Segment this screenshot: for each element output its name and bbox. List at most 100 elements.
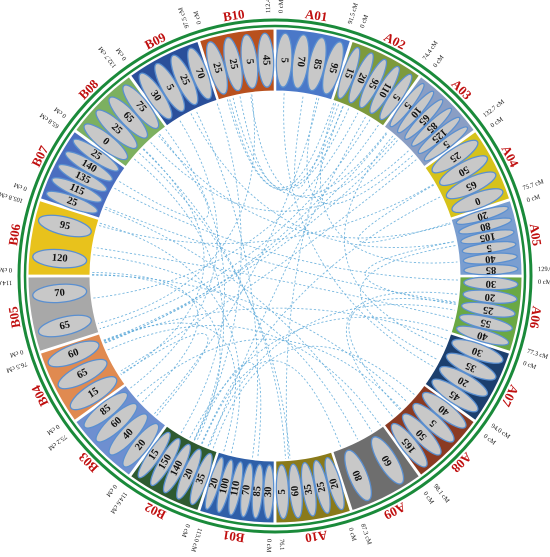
link	[201, 360, 342, 447]
end-position-label: 132.7 cM	[482, 98, 506, 119]
marker-position: 5	[279, 57, 290, 63]
marker-position: 85	[252, 486, 264, 497]
start-position-label: 0 cM	[115, 46, 129, 61]
marker	[404, 98, 444, 140]
link	[118, 159, 417, 373]
marker	[300, 462, 317, 517]
end-position-label: 129.0 cM	[538, 266, 550, 274]
marker-position: 40	[476, 329, 489, 342]
marker-position: 70	[295, 56, 307, 68]
marker-position: 55	[480, 316, 493, 329]
marker	[275, 464, 290, 520]
link	[294, 95, 340, 189]
chromosome-label: A01	[304, 6, 328, 24]
link	[139, 152, 291, 459]
link	[250, 94, 396, 199]
link	[142, 148, 286, 459]
chromosome-label: B06	[5, 222, 23, 246]
marker	[455, 205, 509, 225]
marker-position: 15	[147, 448, 162, 463]
link	[345, 291, 458, 417]
marker	[189, 452, 213, 506]
link	[120, 148, 205, 376]
marker	[455, 325, 510, 346]
start-position-label: 0 cM	[45, 423, 60, 437]
marker	[57, 163, 108, 193]
marker	[463, 276, 519, 291]
marker	[108, 413, 149, 456]
start-position-label: 0 cM	[278, 0, 285, 13]
link	[195, 110, 258, 458]
marker	[312, 459, 331, 514]
marker	[463, 263, 519, 276]
start-position-label: 0 cM	[432, 54, 446, 69]
marker	[291, 34, 310, 89]
link	[120, 333, 209, 416]
link	[189, 316, 450, 439]
end-position-label: 132.7 cM	[97, 45, 118, 69]
link	[201, 196, 441, 444]
marker	[411, 107, 453, 147]
marker	[95, 402, 138, 443]
start-position-label: 0 cM	[265, 539, 272, 552]
chromosome-label: B04	[28, 382, 51, 409]
start-position-label: 0 cM	[192, 10, 203, 25]
link	[232, 97, 388, 197]
marker-position: 85	[485, 264, 496, 275]
marker	[462, 289, 518, 304]
end-position-label: 105.8 cM	[0, 190, 24, 204]
start-position-label: 0 cM	[104, 483, 118, 498]
chromosome-label: A10	[304, 528, 328, 546]
marker	[83, 123, 129, 161]
marker	[460, 229, 515, 245]
marker-position: 70	[193, 67, 207, 81]
link	[103, 307, 447, 342]
marker	[458, 217, 513, 235]
marker	[337, 46, 361, 100]
link	[208, 116, 366, 447]
end-position-label: 76.1 cM	[278, 539, 286, 552]
marker	[228, 461, 244, 516]
marker-position: 30	[471, 344, 485, 358]
marker	[204, 456, 224, 510]
link	[357, 184, 451, 243]
marker-position: 110	[229, 480, 243, 497]
marker-position: 65	[75, 367, 89, 382]
marker	[307, 36, 327, 92]
marker-position: 30	[148, 89, 163, 104]
marker	[138, 72, 173, 120]
marker	[187, 47, 213, 100]
marker	[412, 402, 455, 443]
marker-position: 95	[366, 76, 381, 90]
marker-position: 60	[290, 485, 302, 497]
link	[130, 119, 218, 389]
marker	[461, 240, 517, 255]
end-position-label: 87.3 cM	[359, 523, 373, 546]
marker-position: 95	[58, 219, 71, 232]
marker	[369, 65, 400, 115]
marker	[445, 171, 497, 200]
link	[104, 124, 379, 344]
marker	[431, 378, 479, 413]
marker-position: 25	[227, 58, 240, 70]
marker-position: 40	[485, 253, 496, 265]
marker-position: 95	[326, 61, 339, 74]
marker	[32, 248, 88, 269]
link	[91, 274, 408, 403]
marker	[137, 431, 171, 479]
start-position-label: 0 cM	[9, 348, 24, 359]
marker-position: 20	[208, 477, 222, 490]
marker	[458, 313, 513, 332]
link	[229, 98, 344, 190]
marker	[257, 32, 275, 88]
marker	[122, 422, 160, 468]
marker-position: 5	[440, 138, 451, 150]
marker	[262, 464, 275, 520]
link	[98, 94, 255, 324]
